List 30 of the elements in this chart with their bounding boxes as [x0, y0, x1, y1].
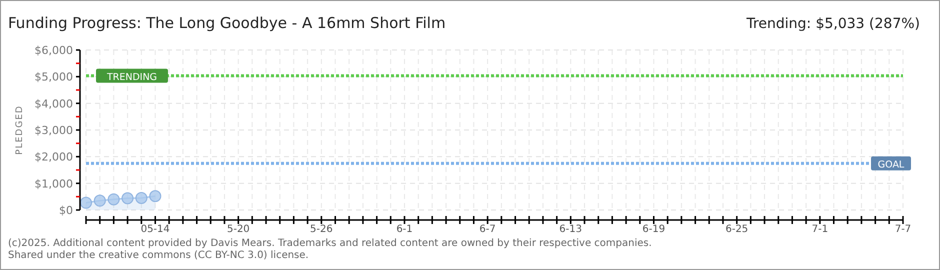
x-tick-label: 5-26	[310, 224, 333, 235]
y-tick-label: $1,000	[34, 177, 73, 190]
x-tick-label: 05-14	[140, 224, 170, 235]
point	[135, 192, 148, 204]
y-tick-label: $3,000	[34, 124, 73, 137]
ref-line-label: GOAL	[878, 159, 905, 170]
text: (c)2025. Additional content provided by Davis Mears. Trademarks and related content are owned by their respective companies.	[8, 238, 652, 249]
y-tick-label: $6,000	[34, 44, 73, 57]
x-tick-label: 6-7	[479, 224, 496, 235]
point	[80, 196, 92, 209]
point	[108, 193, 120, 206]
text: Shared under the creative commons (CC BY-NC 3.0) license.	[8, 250, 309, 261]
y-tick-label: $0	[59, 204, 73, 217]
y-axis-title: PLEDGED	[15, 105, 25, 155]
y-tick-label: $2,000	[34, 150, 73, 164]
x-tick-label: 6-13	[559, 224, 582, 235]
chart-subtitle: Trending: $5,033 (287%)	[745, 16, 920, 32]
ref-line-label: TRENDING	[106, 72, 158, 83]
x-tick-label: 5-20	[226, 224, 250, 235]
y-tick-label: $5,000	[34, 70, 73, 84]
x-tick-label: 6-19	[642, 224, 666, 235]
point	[94, 194, 106, 207]
chart-title: Funding Progress: The Long Goodbye - A 16mm Short Film	[8, 14, 446, 32]
x-tick-label: 7-7	[894, 224, 912, 235]
x-tick-label: 7-1	[812, 224, 828, 235]
x-tick-label: 6-1	[396, 224, 413, 235]
point	[122, 192, 134, 204]
x-tick-label: 6-25	[725, 224, 748, 235]
y-tick-label: $4,000	[34, 97, 73, 110]
point	[149, 190, 162, 202]
